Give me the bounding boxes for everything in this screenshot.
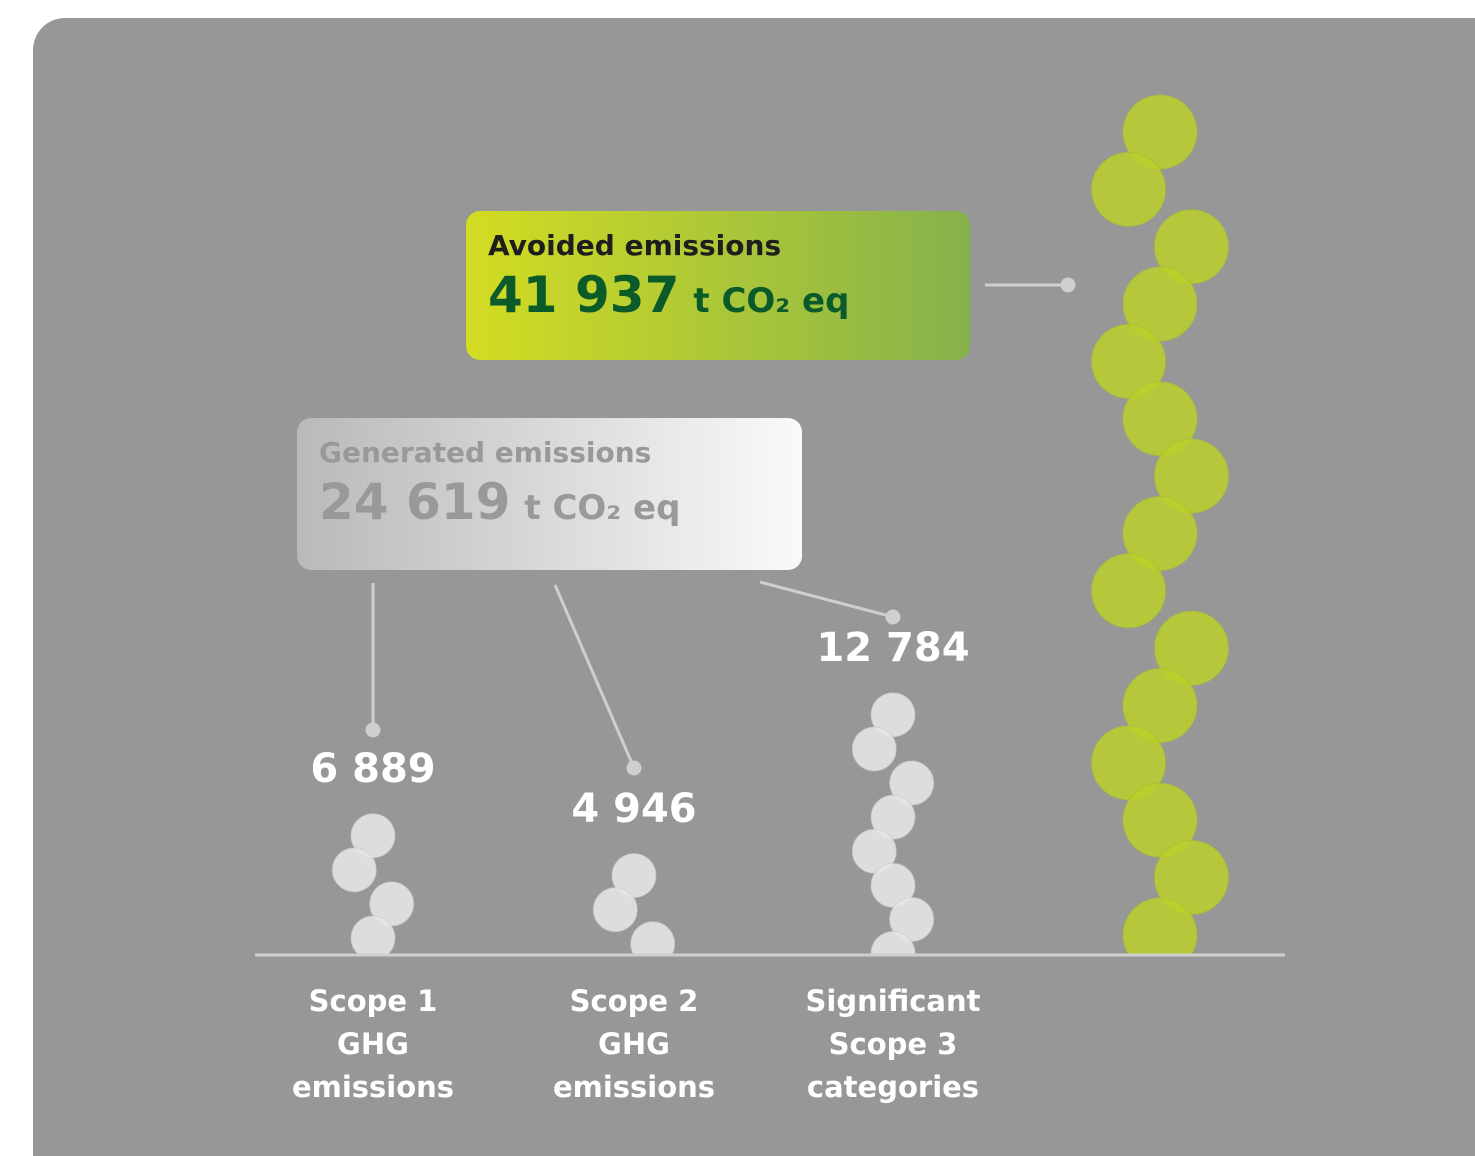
bar-circle: [350, 915, 396, 955]
generated-box: Generated emissions 24 619 t CO₂ eq: [297, 418, 802, 570]
bar: [592, 853, 676, 955]
bar: [331, 813, 415, 955]
bar-circle: [592, 887, 638, 933]
bar: [851, 692, 935, 955]
category-label: Significant Scope 3 categories: [805, 984, 981, 1104]
avoided-value: 41 937: [488, 266, 680, 324]
bar-circle: [331, 847, 377, 893]
bar-circle: [1091, 151, 1167, 227]
avoided-unit: t CO₂ eq: [693, 281, 850, 321]
generated-title: Generated emissions: [319, 436, 652, 469]
bar-circle: [630, 921, 676, 955]
bar: [1091, 94, 1229, 955]
bar-circle: [1091, 553, 1167, 629]
connectors: [365, 277, 1076, 776]
avoided-box: Avoided emissions 41 937 t CO₂ eq: [466, 211, 970, 360]
value-label: 4 946: [571, 785, 697, 832]
value-label: 6 889: [310, 745, 436, 792]
stacks: [331, 94, 1229, 955]
generated-total: 24 619: [319, 473, 511, 531]
bar-circle: [851, 726, 897, 772]
category-label: Scope 2 GHG emissions: [552, 984, 716, 1104]
bar-circle: [1122, 897, 1198, 955]
category-label: Scope 1 GHG emissions: [291, 984, 455, 1104]
avoided-title: Avoided emissions: [488, 229, 782, 262]
generated-unit: t CO₂ eq: [524, 488, 681, 528]
panel: [33, 18, 1475, 1156]
value-label: 12 784: [816, 624, 970, 671]
